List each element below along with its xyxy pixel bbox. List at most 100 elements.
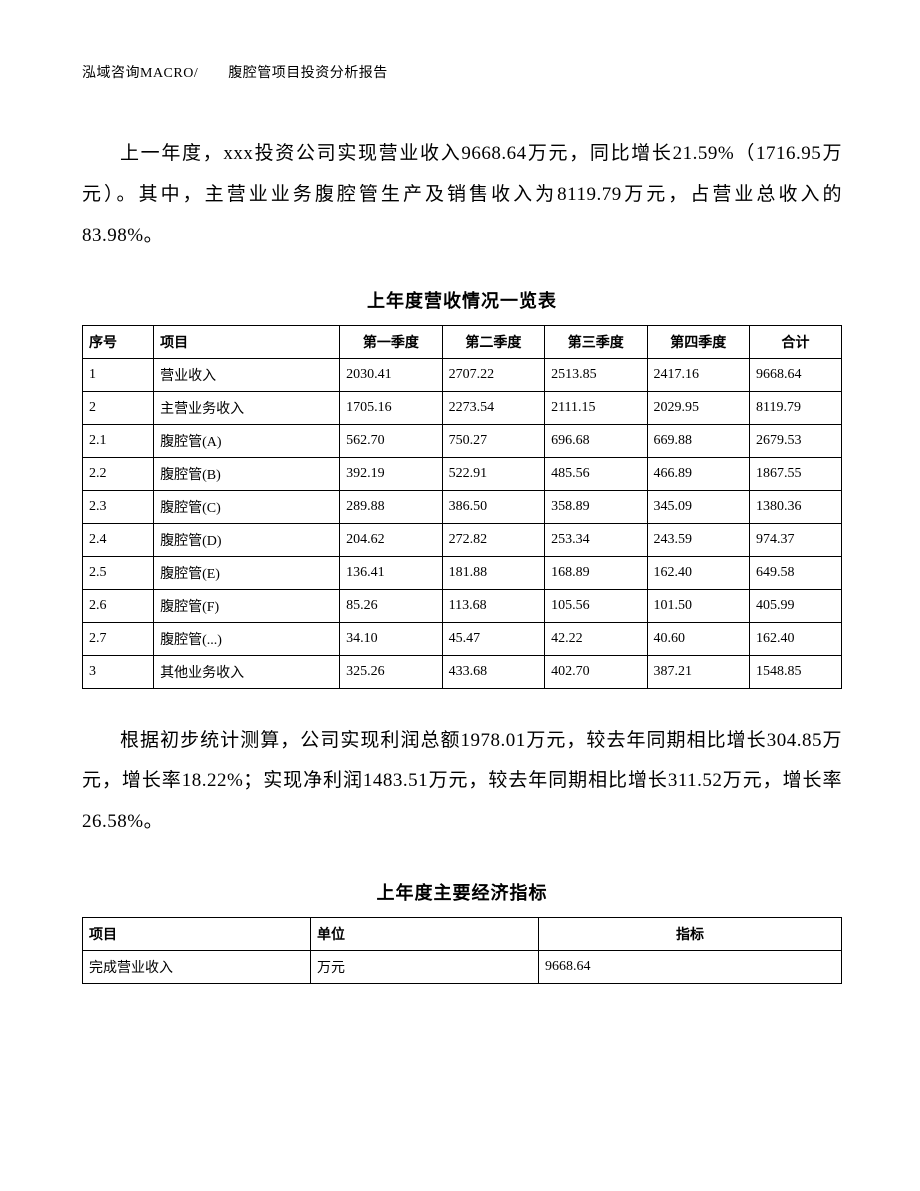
table-cell: 253.34 xyxy=(545,523,647,556)
col-total: 合计 xyxy=(749,325,841,358)
table-row: 2.7腹腔管(...)34.1045.4742.2240.60162.40 xyxy=(83,622,842,655)
table-cell: 2.2 xyxy=(83,457,154,490)
table-cell: 402.70 xyxy=(545,655,647,688)
table-cell: 466.89 xyxy=(647,457,749,490)
header-right: 腹腔管项目投资分析报告 xyxy=(228,66,388,81)
table-cell: 2679.53 xyxy=(749,424,841,457)
table-cell: 105.56 xyxy=(545,589,647,622)
table-cell: 2.6 xyxy=(83,589,154,622)
table-row: 2.3腹腔管(C)289.88386.50358.89345.091380.36 xyxy=(83,490,842,523)
table-cell: 腹腔管(...) xyxy=(154,622,340,655)
col-q4: 第四季度 xyxy=(647,325,749,358)
table-row: 2.6腹腔管(F)85.26113.68105.56101.50405.99 xyxy=(83,589,842,622)
table-cell: 405.99 xyxy=(749,589,841,622)
table-cell: 腹腔管(B) xyxy=(154,457,340,490)
table-cell: 696.68 xyxy=(545,424,647,457)
table-cell: 1 xyxy=(83,358,154,391)
col-indicator: 指标 xyxy=(539,918,842,951)
table-cell: 289.88 xyxy=(340,490,442,523)
table-cell: 387.21 xyxy=(647,655,749,688)
col-project: 项目 xyxy=(83,918,311,951)
table-cell: 营业收入 xyxy=(154,358,340,391)
paragraph-1: 上一年度，xxx投资公司实现营业收入9668.64万元，同比增长21.59%（1… xyxy=(82,134,842,257)
table-cell: 腹腔管(D) xyxy=(154,523,340,556)
table-row: 2主营业务收入1705.162273.542111.152029.958119.… xyxy=(83,391,842,424)
table-cell: 522.91 xyxy=(442,457,544,490)
table-cell: 386.50 xyxy=(442,490,544,523)
col-index: 序号 xyxy=(83,325,154,358)
table-cell: 2111.15 xyxy=(545,391,647,424)
indicator-table: 项目 单位 指标 完成营业收入万元9668.64 xyxy=(82,917,842,984)
table-header-row: 序号 项目 第一季度 第二季度 第三季度 第四季度 合计 xyxy=(83,325,842,358)
table-cell: 669.88 xyxy=(647,424,749,457)
table-cell: 腹腔管(F) xyxy=(154,589,340,622)
table-cell: 85.26 xyxy=(340,589,442,622)
col-q2: 第二季度 xyxy=(442,325,544,358)
table-cell: 485.56 xyxy=(545,457,647,490)
table-row: 2.5腹腔管(E)136.41181.88168.89162.40649.58 xyxy=(83,556,842,589)
col-item: 项目 xyxy=(154,325,340,358)
table-cell: 345.09 xyxy=(647,490,749,523)
table-row: 3其他业务收入325.26433.68402.70387.211548.85 xyxy=(83,655,842,688)
table-cell: 325.26 xyxy=(340,655,442,688)
table-cell: 2417.16 xyxy=(647,358,749,391)
revenue-table: 序号 项目 第一季度 第二季度 第三季度 第四季度 合计 1营业收入2030.4… xyxy=(82,325,842,689)
col-q1: 第一季度 xyxy=(340,325,442,358)
table-cell: 2.7 xyxy=(83,622,154,655)
table-cell: 2273.54 xyxy=(442,391,544,424)
table-cell: 974.37 xyxy=(749,523,841,556)
table-cell: 2029.95 xyxy=(647,391,749,424)
table-cell: 2.3 xyxy=(83,490,154,523)
table-cell: 649.58 xyxy=(749,556,841,589)
table-cell: 162.40 xyxy=(647,556,749,589)
page-header: 泓域咨询MACRO/腹腔管项目投资分析报告 xyxy=(82,62,842,82)
table-cell: 完成营业收入 xyxy=(83,951,311,984)
table-cell: 3 xyxy=(83,655,154,688)
table-cell: 2.1 xyxy=(83,424,154,457)
table-cell: 243.59 xyxy=(647,523,749,556)
table-cell: 腹腔管(E) xyxy=(154,556,340,589)
table-cell: 45.47 xyxy=(442,622,544,655)
table-cell: 42.22 xyxy=(545,622,647,655)
paragraph-2: 根据初步统计测算，公司实现利润总额1978.01万元，较去年同期相比增长304.… xyxy=(82,721,842,844)
table-cell: 万元 xyxy=(311,951,539,984)
col-unit: 单位 xyxy=(311,918,539,951)
table-cell: 1705.16 xyxy=(340,391,442,424)
table-cell: 腹腔管(A) xyxy=(154,424,340,457)
table-cell: 562.70 xyxy=(340,424,442,457)
table-cell: 101.50 xyxy=(647,589,749,622)
table-cell: 168.89 xyxy=(545,556,647,589)
table-row: 1营业收入2030.412707.222513.852417.169668.64 xyxy=(83,358,842,391)
table-row: 完成营业收入万元9668.64 xyxy=(83,951,842,984)
table-cell: 162.40 xyxy=(749,622,841,655)
table-cell: 136.41 xyxy=(340,556,442,589)
table-cell: 主营业务收入 xyxy=(154,391,340,424)
table2-title: 上年度主要经济指标 xyxy=(82,879,842,905)
table-header-row: 项目 单位 指标 xyxy=(83,918,842,951)
table-cell: 腹腔管(C) xyxy=(154,490,340,523)
table-cell: 9668.64 xyxy=(539,951,842,984)
table-cell: 40.60 xyxy=(647,622,749,655)
col-q3: 第三季度 xyxy=(545,325,647,358)
table-cell: 2707.22 xyxy=(442,358,544,391)
table-cell: 392.19 xyxy=(340,457,442,490)
table-cell: 34.10 xyxy=(340,622,442,655)
table-cell: 2513.85 xyxy=(545,358,647,391)
table-cell: 433.68 xyxy=(442,655,544,688)
table-cell: 272.82 xyxy=(442,523,544,556)
table-cell: 204.62 xyxy=(340,523,442,556)
table-row: 2.1腹腔管(A)562.70750.27696.68669.882679.53 xyxy=(83,424,842,457)
table-cell: 2.4 xyxy=(83,523,154,556)
table-cell: 750.27 xyxy=(442,424,544,457)
table-cell: 358.89 xyxy=(545,490,647,523)
table1-title: 上年度营收情况一览表 xyxy=(82,287,842,313)
table-cell: 1548.85 xyxy=(749,655,841,688)
table-cell: 9668.64 xyxy=(749,358,841,391)
header-left: 泓域咨询MACRO/ xyxy=(82,66,198,81)
table-cell: 2.5 xyxy=(83,556,154,589)
table-cell: 181.88 xyxy=(442,556,544,589)
table-row: 2.2腹腔管(B)392.19522.91485.56466.891867.55 xyxy=(83,457,842,490)
table-cell: 1380.36 xyxy=(749,490,841,523)
table-cell: 113.68 xyxy=(442,589,544,622)
table-row: 2.4腹腔管(D)204.62272.82253.34243.59974.37 xyxy=(83,523,842,556)
